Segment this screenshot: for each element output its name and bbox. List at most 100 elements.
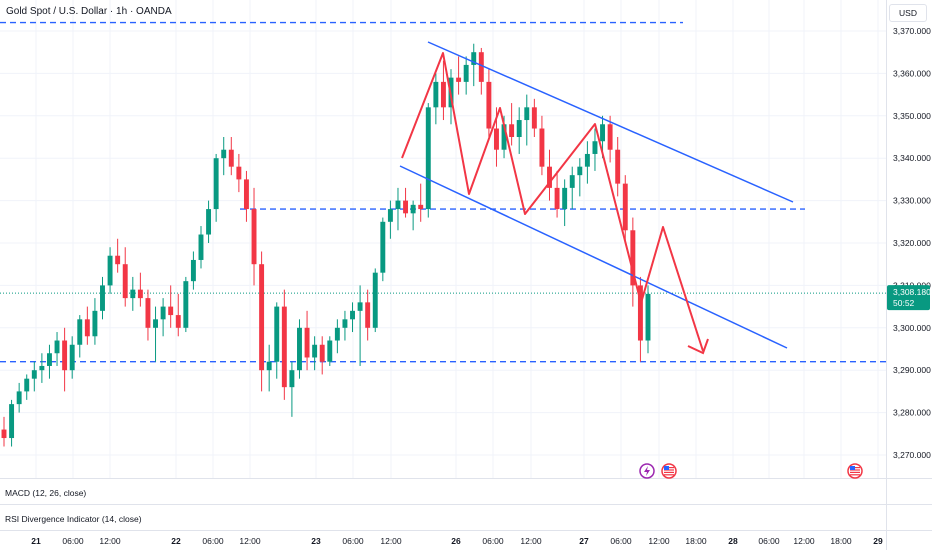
candle-body [539, 128, 545, 167]
time-axis-label: 18:00 [830, 536, 852, 546]
candle-body [39, 365, 45, 371]
candle-body [130, 289, 136, 299]
candle-body [592, 141, 598, 154]
candle-body [395, 200, 401, 210]
rsi-indicator-label[interactable]: RSI Divergence Indicator (14, close) [5, 514, 142, 524]
flag-canton [664, 466, 669, 470]
candle-body [357, 302, 363, 311]
candle-body [486, 81, 492, 129]
candle-body [92, 310, 98, 337]
time-axis-label: 29 [873, 536, 883, 546]
countdown-label: 50:52 [893, 298, 915, 308]
candle-body [615, 149, 621, 184]
price-axis-label: 3,320.000 [893, 238, 931, 248]
lightning-glyph [644, 466, 650, 476]
currency-button[interactable]: USD [889, 4, 927, 22]
candle-body [319, 344, 325, 362]
price-axis-label: 3,280.000 [893, 408, 931, 418]
candle-body [251, 209, 257, 265]
time-axis-label: 12:00 [793, 536, 815, 546]
candle-body [584, 153, 590, 167]
time-axis-label: 06:00 [342, 536, 364, 546]
price-axis-label: 3,330.000 [893, 196, 931, 206]
time-axis-label: 12:00 [239, 536, 261, 546]
candle-body [198, 234, 204, 260]
candle-body [342, 319, 348, 328]
price-axis-label: 3,290.000 [893, 365, 931, 375]
candle-body [327, 340, 333, 362]
time-axis-label: 23 [311, 536, 321, 546]
candle-body [509, 124, 515, 137]
candle-body [153, 319, 158, 328]
candle-body [569, 175, 575, 188]
candle-body [122, 264, 128, 299]
time-axis-label: 27 [579, 536, 589, 546]
candle-body [478, 52, 484, 82]
flag-stripe [664, 474, 674, 476]
macd-indicator-label[interactable]: MACD (12, 26, close) [5, 488, 87, 498]
candle-body [289, 370, 295, 388]
price-path-drawing [401, 52, 704, 352]
flag-stripe [850, 474, 860, 476]
time-axis-label: 06:00 [62, 536, 84, 546]
candle-body [387, 209, 393, 222]
candle-body [440, 81, 446, 108]
us-flag-event-icon[interactable] [661, 463, 677, 479]
time-axis-label: 28 [728, 536, 738, 546]
candle-body [236, 166, 242, 180]
candle-body [607, 124, 613, 150]
time-axis-label: 06:00 [610, 536, 632, 546]
candle-body [16, 391, 22, 405]
candle-body [46, 353, 52, 366]
candle-body [183, 281, 189, 328]
candle-body [433, 81, 439, 108]
candle-body [228, 149, 234, 167]
candle-body [600, 124, 606, 142]
time-axis-label: 12:00 [648, 536, 670, 546]
candle-body [259, 264, 265, 371]
time-axis-label: 06:00 [482, 536, 504, 546]
candle-body [221, 149, 227, 159]
lightning-event-icon[interactable] [639, 463, 655, 479]
candle-body [531, 107, 537, 129]
candle-body [107, 255, 113, 286]
candle-body [463, 64, 469, 82]
candle-body [456, 77, 462, 82]
candle-body [190, 259, 196, 282]
candle-body [372, 272, 378, 328]
candle-body [622, 183, 628, 231]
arrowhead [687, 338, 709, 355]
candle-body [69, 344, 75, 371]
us-flag-event-icon[interactable] [847, 463, 863, 479]
flag-canton [850, 466, 855, 470]
candle-body [501, 124, 507, 150]
candle-body [380, 221, 386, 273]
time-axis-label: 26 [451, 536, 461, 546]
candle-body [418, 204, 424, 210]
candle-body [524, 107, 530, 121]
candle-body [24, 378, 30, 392]
price-axis-label: 3,370.000 [893, 26, 931, 36]
current-price-tag [887, 285, 930, 311]
candle-body [84, 319, 90, 337]
candle-body [312, 344, 318, 358]
candle-body [266, 361, 272, 371]
candle-body [77, 319, 83, 345]
flag-stripe [850, 471, 860, 473]
flag-stripe [664, 471, 674, 473]
candle-body [577, 166, 583, 176]
candle-body [516, 120, 522, 137]
candle-body [31, 370, 37, 379]
candle-body [403, 200, 409, 214]
candle-body [160, 306, 166, 320]
candle-body [145, 298, 151, 328]
candle-body [547, 166, 552, 188]
candle-body [206, 209, 212, 235]
candle-body [350, 310, 355, 320]
candle-body [637, 285, 643, 341]
channel-lower-line [399, 165, 788, 349]
candle-body [9, 404, 15, 439]
candle-body [334, 327, 340, 341]
